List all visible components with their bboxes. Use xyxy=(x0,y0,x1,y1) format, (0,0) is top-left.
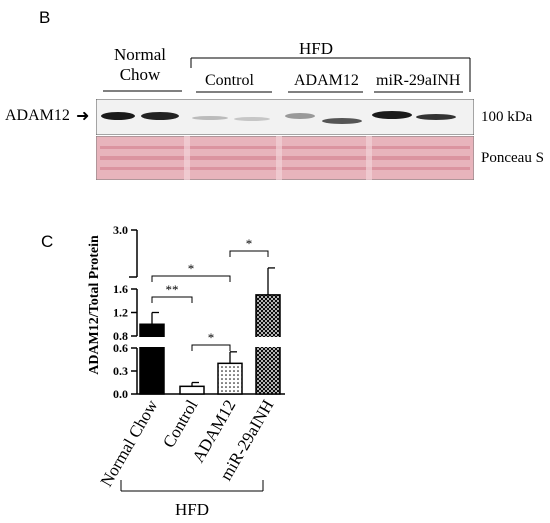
protein-label: ADAM12 xyxy=(5,107,70,124)
significance-bracket-0 xyxy=(151,296,193,303)
lane-label-adam12: ADAM12 xyxy=(294,72,359,89)
panel-letter-c: C xyxy=(41,232,54,251)
significance-label-3: * xyxy=(246,236,253,251)
bar-chart: ADAM12/Total Protein 0.0 0.3 0.60.8 1.2 1.6 3… xyxy=(87,223,285,519)
y-tick-label: 1.2 xyxy=(113,306,128,320)
y-tick-label: 3.0 xyxy=(113,223,128,237)
y-tick-label: 0.6 xyxy=(113,341,128,355)
bar-break-0 xyxy=(139,337,165,347)
significance-label-0: ** xyxy=(166,282,179,297)
band-lane-5 xyxy=(285,113,315,119)
band-lane-6 xyxy=(322,118,362,124)
lane-label-control: Control xyxy=(205,72,254,89)
significance-label-2: * xyxy=(188,261,195,276)
significance-bracket-3 xyxy=(229,250,269,257)
bar-2 xyxy=(217,362,243,395)
bar-1 xyxy=(179,385,205,395)
bar-break-3 xyxy=(255,337,281,347)
hfd-group-label: HFD xyxy=(175,500,209,519)
hfd-group-bracket xyxy=(120,480,264,492)
loading-label: Ponceau S xyxy=(481,150,544,166)
size-marker-label: 100 kDa xyxy=(481,109,533,125)
y-tick-label: 1.6 xyxy=(113,282,128,296)
y-axis-label: ADAM12/Total Protein xyxy=(87,235,102,375)
group-normal-chow: Normal Chow xyxy=(107,45,173,85)
group-hfd-label: HFD xyxy=(299,39,334,58)
band-lane-3 xyxy=(192,116,228,120)
significance-bracket-2 xyxy=(151,275,231,282)
arrow-icon: ➜ xyxy=(76,106,90,125)
panel-letter-b: B xyxy=(39,8,51,27)
bar-0 xyxy=(139,323,165,395)
band-lane-1 xyxy=(101,112,135,120)
ponceau-stain-image xyxy=(96,136,474,180)
x-tick-label-0: Normal Chow xyxy=(97,396,162,490)
y-tick-label: 0.8 xyxy=(113,329,128,343)
y-tick-label: 0.3 xyxy=(113,364,128,378)
band-lane-4 xyxy=(234,117,270,121)
lane-label-mir29ainh: miR-29aINH xyxy=(376,72,461,89)
group-normal-line1: Normal xyxy=(114,45,166,64)
group-normal-line2: Chow xyxy=(119,65,161,84)
blot-annotations xyxy=(103,57,471,93)
band-lane-2 xyxy=(141,112,179,120)
western-blot-image xyxy=(96,99,474,135)
significance-label-1: * xyxy=(208,330,215,345)
significance-bracket-1 xyxy=(191,344,231,351)
band-lane-8 xyxy=(416,114,456,120)
band-lane-7 xyxy=(372,111,412,119)
y-tick-label: 0.0 xyxy=(113,387,128,401)
